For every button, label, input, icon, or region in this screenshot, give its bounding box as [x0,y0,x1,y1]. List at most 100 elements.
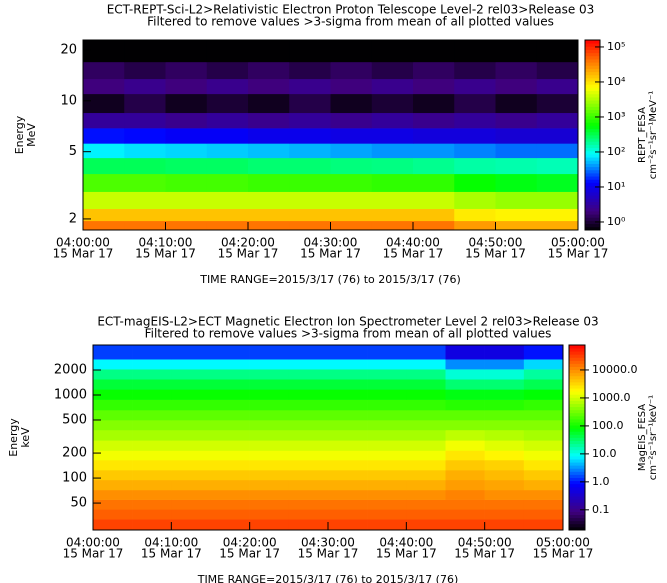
heatmap-cell [523,460,564,471]
x-tick-date: 15 Mar 17 [63,547,124,561]
heatmap-cell [445,509,485,520]
heatmap-cell [523,479,564,491]
heatmap-cell [124,220,166,231]
heatmap-cell [495,208,538,222]
x-tick-date: 15 Mar 17 [135,247,196,261]
heatmap-cell [328,420,368,431]
heatmap-cell [93,519,133,531]
heatmap-cell [484,470,525,481]
colorbar-swatch [585,103,600,107]
heatmap-cell [93,470,133,481]
heatmap-cell [249,359,290,370]
heatmap-cell [206,128,249,144]
heatmap-cell [210,460,250,471]
heatmap-cell [249,409,290,421]
heatmap-cell [93,440,133,451]
heatmap-cell [288,429,329,441]
heatmap-cell [289,220,331,231]
heatmap-cell [165,78,208,95]
heatmap-cell [445,345,485,360]
colorbar-swatch [585,192,600,196]
heatmap-cell [495,143,538,159]
colorbar-tick-label: 100.0 [592,419,624,432]
heatmap-cell [83,143,125,159]
heatmap-cell [83,78,125,95]
heatmap-cell [132,420,172,431]
heatmap-cell [367,450,407,461]
colorbar-swatch [585,59,600,63]
heatmap-cell [523,509,564,520]
heatmap-cell [210,389,250,400]
heatmap-cell [328,460,368,471]
colorbar-swatch [585,49,600,54]
heatmap-cell [367,369,407,380]
heatmap-cell [132,379,172,390]
heatmap-cell [289,78,331,95]
heatmap-cell [495,157,538,175]
colorbar-swatch [585,100,600,104]
colorbar-swatch [569,462,585,466]
heatmap-cell [495,191,538,209]
heatmap-cell [248,93,290,114]
heatmap-cell [484,489,525,500]
heatmap-cell [371,61,414,80]
heatmap-cell [536,191,579,209]
heatmap-cell [371,112,414,129]
colorbar-swatch [585,62,600,66]
heatmap-cell [445,460,485,471]
colorbar-swatch [569,348,585,352]
heatmap-cell [93,369,133,380]
colorbar-label: MagEIS_FESA [637,404,648,471]
heatmap-cell [289,61,331,80]
heatmap-cell [445,519,485,531]
heatmap-cell [124,191,166,209]
colorbar-swatch [585,198,600,202]
heatmap-cell [165,128,208,144]
heatmap-cell [93,359,133,370]
time-range: TIME RANGE=2015/3/17 (76) to 2015/3/17 (… [199,273,461,286]
heatmap-cell [445,409,485,421]
heatmap-cell [523,359,564,370]
heatmap-cell [484,509,525,520]
colorbar-swatch [585,144,600,149]
x-tick-date: 15 Mar 17 [141,547,202,561]
colorbar-swatch [585,150,600,155]
colorbar-swatch [569,437,585,441]
x-tick-label: 04:10:00 [144,536,198,550]
heatmap-cell [132,470,172,481]
heatmap-cell [330,208,373,222]
y-tick-label: 1000 [54,388,87,403]
x-tick-label: 04:00:00 [66,536,120,550]
colorbar-swatch [585,160,600,164]
colorbar-swatch [569,483,585,488]
heatmap-cell [289,173,331,192]
heatmap-cell [536,78,579,95]
heatmap-cell [249,460,290,471]
heatmap-cell [249,345,290,360]
heatmap-cell [171,450,211,461]
heatmap-cell [536,112,579,129]
heatmap-cell [289,191,331,209]
heatmap-cell [367,379,407,390]
heatmap-cell [371,220,414,231]
heatmap-cell [171,460,211,471]
heatmap-cell [248,143,290,159]
colorbar-swatch [569,477,585,482]
heatmap-cell [330,157,373,175]
heatmap-cell [445,399,485,411]
heatmap-cell [371,143,414,159]
heatmap-cell [210,429,250,441]
heatmap-cell [330,173,373,192]
colorbar-swatch [585,116,600,120]
heatmap-cell [124,112,166,129]
y-tick-label: 5 [69,144,77,159]
heatmap-cell [171,499,211,510]
heatmap-cell [171,409,211,421]
heatmap-cell [210,379,250,390]
heatmap-cell [132,450,172,461]
heatmap-cell [406,399,446,411]
colorbar-swatch [585,223,600,228]
heatmap-cell [367,479,407,491]
heatmap-cell [484,409,525,421]
colorbar-swatch [569,511,585,515]
